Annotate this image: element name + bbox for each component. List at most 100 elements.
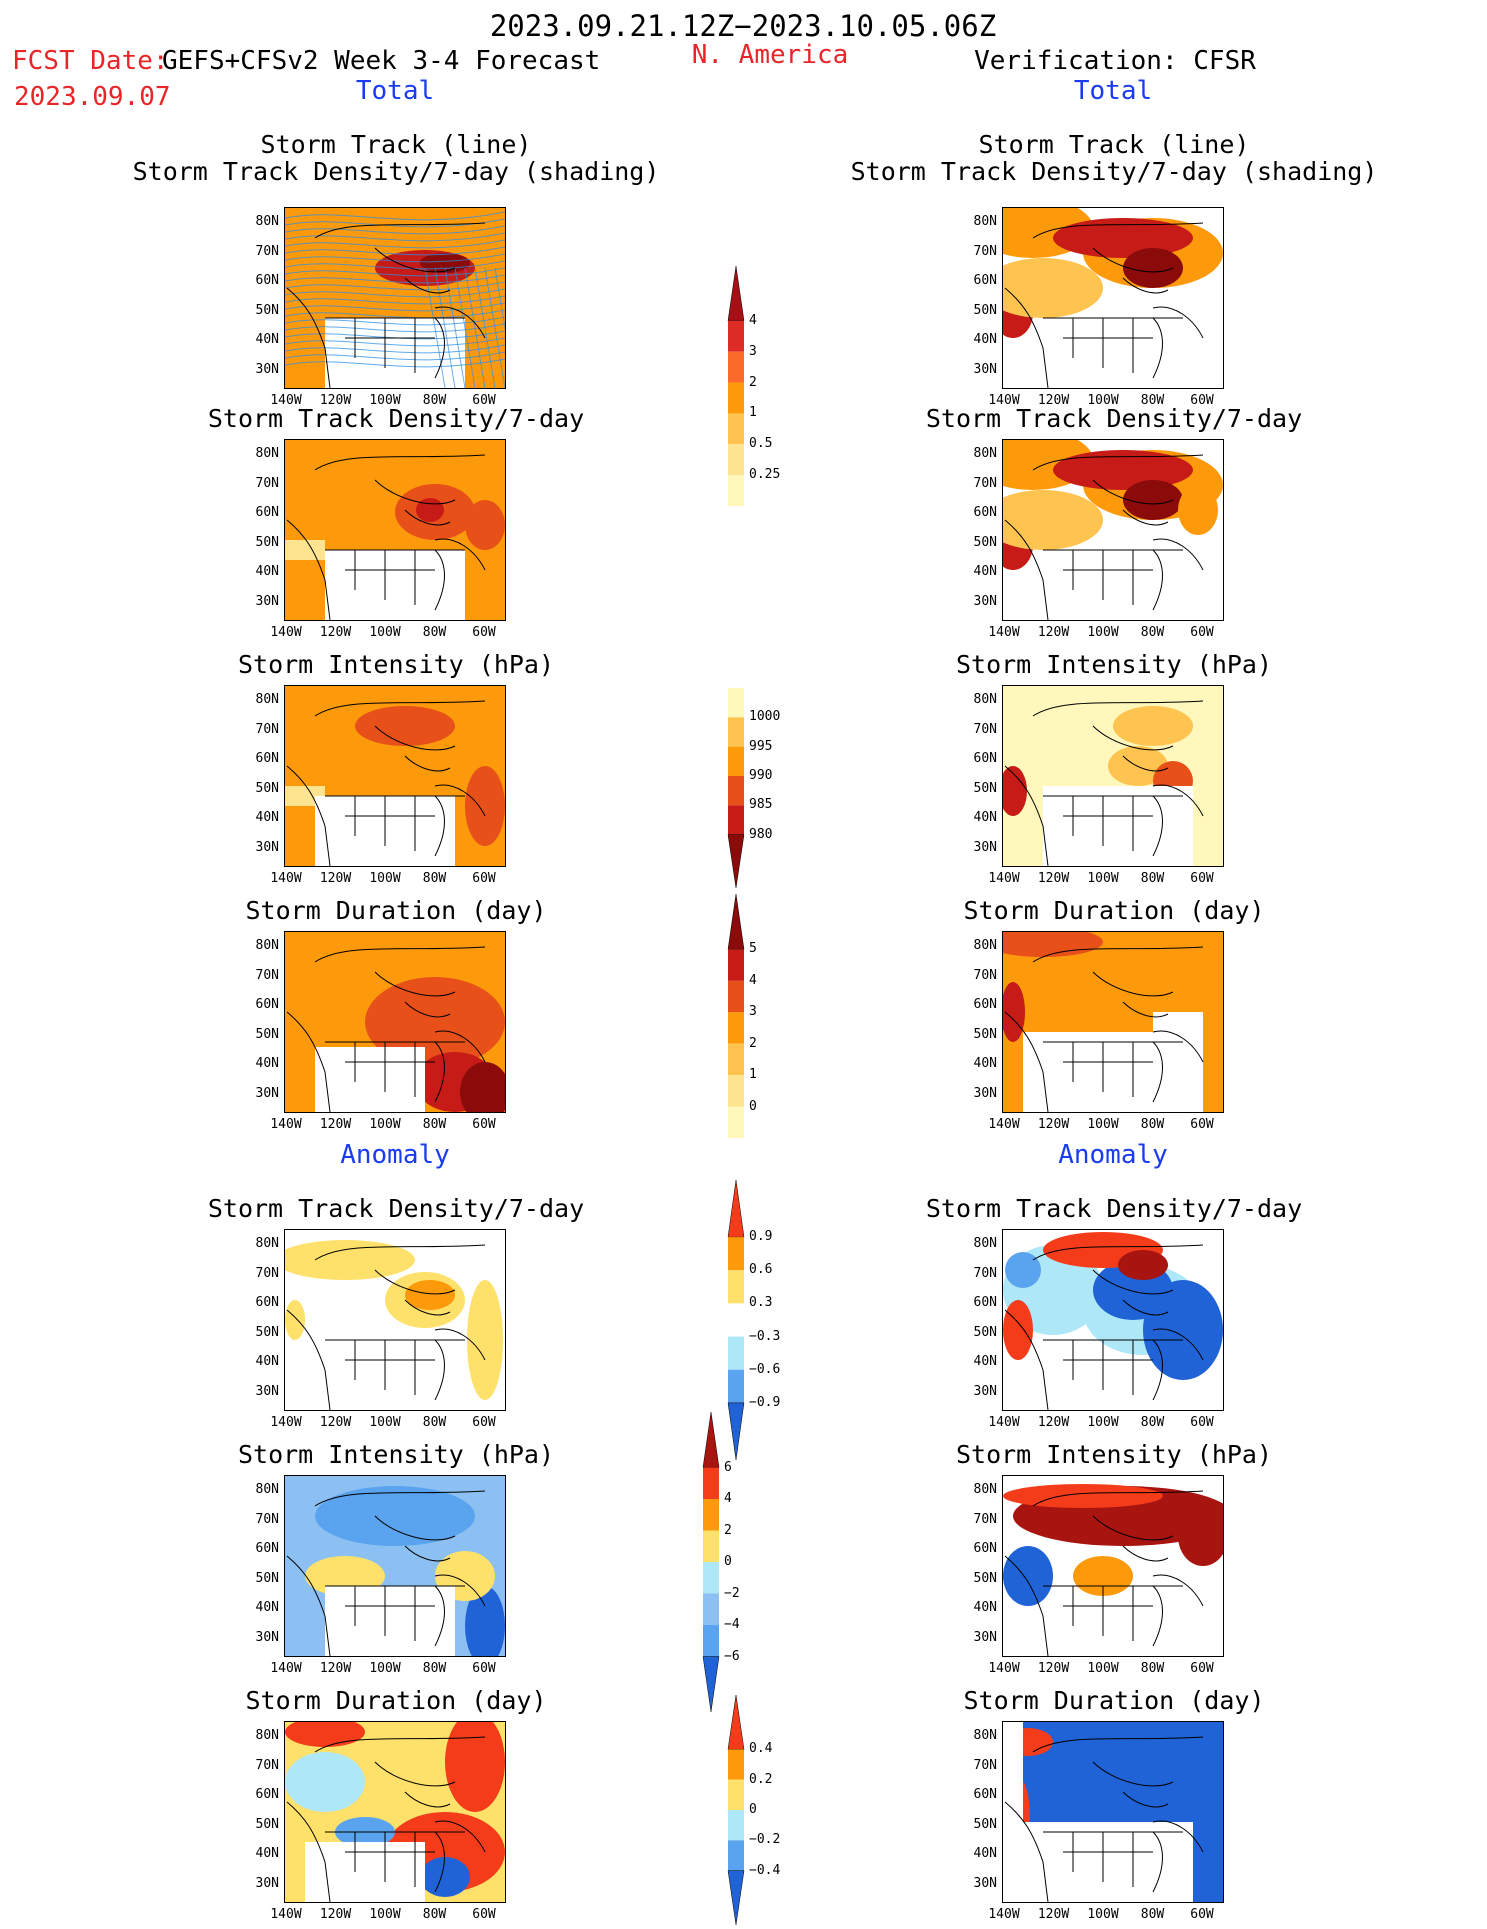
map-intensity-anom-ver <box>1003 1484 1223 1656</box>
lon-tick-label: 80W <box>422 1907 447 1922</box>
colorbar-tick-label: 0 <box>749 1098 757 1114</box>
colorbar-tick-label: 3 <box>749 343 757 359</box>
lat-tick-label: 80N <box>255 1728 279 1743</box>
colorbar-tick-label: −4 <box>724 1617 740 1632</box>
lat-tick-label: 60N <box>255 1787 279 1802</box>
map-intensity-total-fcst <box>285 686 505 866</box>
panel-title-intensity-ver: Storm Intensity (hPa) <box>955 650 1273 679</box>
lat-tick-label: 30N <box>973 1875 997 1891</box>
lat-tick-label: 80N <box>973 692 997 707</box>
lon-tick-label: 120W <box>319 871 352 886</box>
lat-tick-label: 50N <box>255 1026 279 1042</box>
lat-tick-label: 50N <box>255 302 279 318</box>
colorbar-tick-label: 0.4 <box>749 1741 773 1757</box>
panel-title-density-anom-fcst: Storm Track Density/7-day <box>207 1194 585 1223</box>
lon-tick-label: 80W <box>422 1117 447 1132</box>
lon-tick-label: 60W <box>472 1661 496 1676</box>
lat-tick-label: 70N <box>255 967 279 983</box>
colorbar-tick-label: 0.5 <box>749 436 773 452</box>
lat-tick-label: 60N <box>973 273 997 288</box>
lat-tick-label: 30N <box>973 839 997 855</box>
panel-title-track-ver-2: Storm Track Density/7-day (shading) <box>850 157 1378 186</box>
lat-tick-label: 40N <box>973 1354 997 1369</box>
panel-title-intensity-anom-ver: Storm Intensity (hPa) <box>955 1440 1273 1469</box>
lat-tick-label: 40N <box>255 564 279 579</box>
colorbar-tick-label: 0.9 <box>749 1229 773 1245</box>
lat-tick-label: 70N <box>255 1757 279 1773</box>
colorbar-tick-label: −0.4 <box>749 1862 781 1878</box>
colorbar-tick-label: 0.6 <box>749 1262 773 1278</box>
lat-tick-label: 80N <box>255 446 279 461</box>
colorbar-cb-intensity <box>727 688 745 892</box>
lat-tick-label: 50N <box>973 534 997 550</box>
panel-title-track-fcst-1: Storm Track (line) <box>260 130 532 159</box>
anomaly-label-right: Anomaly <box>1058 1140 1168 1170</box>
lat-tick-label: 70N <box>973 1511 997 1527</box>
lat-tick-label: 70N <box>255 243 279 259</box>
lon-tick-label: 80W <box>422 393 447 408</box>
lat-tick-label: 50N <box>973 302 997 318</box>
lat-tick-label: 60N <box>973 505 997 520</box>
lon-tick-label: 100W <box>369 1415 401 1430</box>
lat-tick-label: 80N <box>255 692 279 707</box>
lat-tick-label: 40N <box>255 1354 279 1369</box>
map-panel-duration-total-fcst <box>284 931 506 1113</box>
lon-tick-label: 60W <box>472 1907 496 1922</box>
lon-tick-label: 60W <box>1190 1907 1214 1922</box>
lat-tick-label: 40N <box>255 1846 279 1861</box>
lon-tick-label: 120W <box>1037 1907 1070 1922</box>
lat-tick-label: 60N <box>973 1541 997 1556</box>
colorbar-tick-label: 0 <box>724 1554 732 1569</box>
lon-tick-label: 100W <box>369 1661 401 1676</box>
lat-tick-label: 50N <box>255 1570 279 1586</box>
lat-tick-label: 40N <box>255 1056 279 1071</box>
colorbar-tick-label: −0.6 <box>749 1361 781 1377</box>
lon-tick-label: 140W <box>270 1907 302 1922</box>
anomaly-label-left: Anomaly <box>340 1140 450 1170</box>
lon-tick-label: 120W <box>319 1661 352 1676</box>
lat-tick-label: 40N <box>973 564 997 579</box>
lat-tick-label: 80N <box>255 1482 279 1497</box>
lat-tick-label: 30N <box>973 1629 997 1645</box>
colorbar-tick-label: 2 <box>749 374 757 390</box>
colorbar-tick-label: 0.3 <box>749 1295 773 1311</box>
lat-tick-label: 40N <box>255 332 279 347</box>
lat-tick-label: 60N <box>255 273 279 288</box>
lat-tick-label: 60N <box>973 1787 997 1802</box>
lat-tick-label: 80N <box>973 1482 997 1497</box>
lat-tick-label: 40N <box>255 1600 279 1615</box>
map-duration-total-fcst <box>285 932 505 1112</box>
lon-tick-label: 60W <box>1190 1415 1214 1430</box>
lat-tick-label: 50N <box>973 1570 997 1586</box>
lat-tick-label: 80N <box>255 214 279 229</box>
map-track-total-fcst <box>285 208 505 388</box>
lat-tick-label: 80N <box>973 1728 997 1743</box>
lat-tick-label: 60N <box>255 997 279 1012</box>
lon-tick-label: 140W <box>988 1415 1020 1430</box>
colorbar-tick-label: −0.2 <box>749 1832 781 1848</box>
date-range-title: 2023.09.21.12Z−2023.10.05.06Z <box>489 9 997 43</box>
colorbar-tick-label: 4 <box>749 972 757 988</box>
colorbar-tick-label: 2 <box>724 1522 732 1538</box>
lat-tick-label: 40N <box>973 1600 997 1615</box>
lon-tick-label: 60W <box>1190 871 1214 886</box>
lon-tick-label: 100W <box>1087 1117 1119 1132</box>
map-intensity-anom-fcst <box>285 1476 505 1656</box>
map-density-total-ver <box>1003 440 1223 620</box>
lat-tick-label: 70N <box>973 243 997 259</box>
colorbar-tick-label: −6 <box>724 1648 740 1664</box>
map-density-anom-ver <box>1003 1232 1223 1410</box>
lat-tick-label: 30N <box>973 361 997 377</box>
lat-tick-label: 80N <box>255 938 279 953</box>
lon-tick-label: 100W <box>1087 393 1119 408</box>
lat-tick-label: 50N <box>255 780 279 796</box>
lon-tick-label: 140W <box>270 1661 302 1676</box>
lon-tick-label: 60W <box>1190 393 1214 408</box>
colorbar-cb-density-anom <box>727 1179 745 1464</box>
panel-title-density-fcst: Storm Track Density/7-day <box>207 404 585 433</box>
colorbar-tick-label: −0.9 <box>749 1394 781 1410</box>
panel-title-density-ver: Storm Track Density/7-day <box>925 404 1303 433</box>
map-panel-track-total-fcst <box>284 207 506 389</box>
map-panel-track-total-ver <box>1002 207 1224 389</box>
lat-tick-label: 60N <box>255 1541 279 1556</box>
